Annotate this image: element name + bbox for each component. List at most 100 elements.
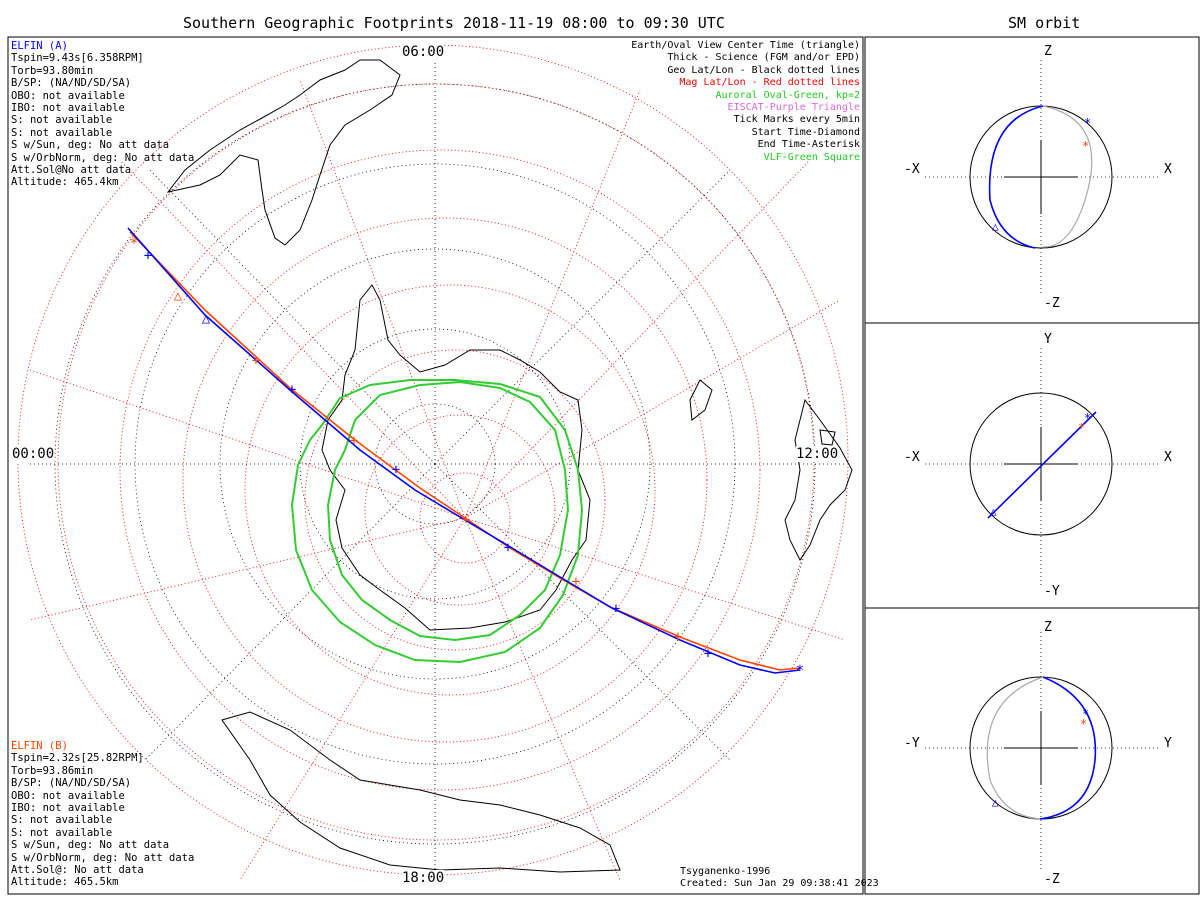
svg-text:+: + bbox=[288, 382, 296, 398]
elfin-a-info: ELFIN (A) Tspin=9.43s[6.358RPM] Torb=93.… bbox=[11, 40, 194, 189]
orbit-panel-xz: * * △ bbox=[925, 60, 1160, 295]
legend-item: Mag Lat/Lon - Red dotted lines bbox=[679, 77, 860, 89]
svg-text:△: △ bbox=[992, 796, 999, 809]
svg-text:△: △ bbox=[202, 311, 211, 327]
svg-text:+: + bbox=[704, 646, 712, 662]
orbit-panel-xy: * * △ bbox=[925, 348, 1160, 585]
elfin-a-track bbox=[127, 227, 801, 674]
svg-text:+: + bbox=[612, 601, 620, 617]
side-title: SM orbit bbox=[1008, 14, 1081, 32]
svg-text:*: * bbox=[130, 236, 138, 252]
svg-text:△: △ bbox=[174, 288, 183, 304]
orbit-axis-label: -X bbox=[904, 162, 920, 177]
geo-grid bbox=[30, 55, 845, 870]
elfin-a-line: OBO: not available bbox=[11, 89, 125, 102]
legend-item: Geo Lat/Lon - Black dotted lines bbox=[667, 64, 860, 76]
elfin-b-line: S w/Sun, deg: No att data bbox=[11, 839, 170, 852]
elfin-b-line: IBO: not available bbox=[11, 802, 125, 815]
footprint-map: + + + + + + + + + + + * * △ △ bbox=[7, 36, 864, 895]
new-zealand-coast bbox=[689, 379, 713, 421]
svg-text:*: * bbox=[1082, 707, 1089, 721]
legend: Earth/Oval View Center Time (triangle) T… bbox=[631, 40, 860, 164]
orbit-frame bbox=[864, 36, 1200, 895]
svg-text:+: + bbox=[392, 462, 400, 478]
svg-text:*: * bbox=[1082, 139, 1089, 153]
map-frame bbox=[7, 36, 864, 895]
legend-item: Auroral Oval-Green, kp=2 bbox=[715, 89, 861, 101]
track-markers: + + + + + + + + + + + * * △ △ bbox=[130, 236, 804, 679]
svg-text:+: + bbox=[144, 248, 152, 264]
svg-text:+: + bbox=[504, 540, 512, 556]
footer-model: Tsyganenko-1996 bbox=[680, 866, 771, 877]
orbit-axis-label: Y bbox=[1164, 736, 1172, 751]
footer-created: Created: Sun Jan 29 09:38:41 2023 bbox=[680, 878, 879, 889]
elfin-a-line: S: not available bbox=[11, 114, 113, 127]
orbit-axis-label: -X bbox=[904, 450, 920, 465]
oval-inner bbox=[326, 380, 570, 642]
svg-text:*: * bbox=[1084, 116, 1091, 130]
south-america-coast bbox=[166, 59, 401, 246]
legend-item: EISCAT-Purple Triangle bbox=[727, 102, 860, 114]
time-label-bottom: 18:00 bbox=[402, 870, 445, 886]
mag-grid bbox=[17, 44, 849, 881]
elfin-b-line: Torb=93.86min bbox=[11, 764, 94, 777]
antarctica-coast bbox=[321, 284, 591, 631]
coastlines bbox=[166, 59, 853, 873]
time-label-top: 06:00 bbox=[402, 44, 445, 60]
elfin-a-line: S w/OrbNorm, deg: No att data bbox=[11, 151, 195, 164]
orbit-axis-label: -Y bbox=[904, 736, 920, 751]
svg-text:*: * bbox=[1084, 411, 1091, 425]
elfin-a-name: ELFIN (A) bbox=[11, 40, 68, 52]
elfin-a-line: Altitude: 465.4km bbox=[11, 176, 119, 189]
legend-item: Thick - Science (FGM and/or EPD) bbox=[667, 52, 860, 64]
orbit-axis-label: Z bbox=[1044, 620, 1052, 635]
elfin-a-line: Att.Sol@No att data bbox=[11, 164, 132, 177]
elfin-b-line: Att.Sol@: No att data bbox=[11, 864, 144, 877]
time-label-left: 00:00 bbox=[12, 446, 55, 462]
elfin-a-line: S w/Sun, deg: No att data bbox=[11, 139, 170, 152]
svg-text:△: △ bbox=[990, 505, 997, 518]
orbit-axis-label: X bbox=[1164, 162, 1172, 177]
sm-orbit-panels: * * △ * * △ * * △ bbox=[864, 36, 1200, 895]
orbit-axis-label: -Z bbox=[1044, 296, 1060, 311]
oval-outer bbox=[290, 379, 584, 664]
elfin-b-name: ELFIN (B) bbox=[11, 740, 68, 752]
svg-text:+: + bbox=[572, 574, 580, 590]
elfin-b-line: S: not available bbox=[11, 826, 113, 839]
elfin-a-line: S: not available bbox=[11, 126, 113, 139]
auroral-oval bbox=[290, 379, 584, 664]
australia-coast bbox=[784, 398, 853, 561]
legend-item: VLF-Green Square bbox=[763, 151, 860, 163]
legend-item: Start Time-Diamond bbox=[751, 126, 860, 138]
svg-text:+: + bbox=[252, 353, 260, 369]
elfin-a-line: B/SP: (NA/ND/SD/SA) bbox=[11, 77, 132, 90]
svg-text:*: * bbox=[1080, 717, 1087, 731]
svg-text:*: * bbox=[796, 663, 804, 679]
elfin-b-info: ELFIN (B) Tspin=2.32s[25.82RPM] Torb=93.… bbox=[11, 740, 194, 889]
elfin-b-line: Tspin=2.32s[25.82RPM] bbox=[11, 752, 144, 765]
orbit-axis-label: Z bbox=[1044, 44, 1052, 59]
orbit-axis-label: -Z bbox=[1044, 872, 1060, 887]
africa-coast bbox=[221, 711, 621, 873]
orbit-panel-yz: * * △ bbox=[925, 632, 1160, 870]
orbit-axis-label: X bbox=[1164, 450, 1172, 465]
svg-text:+: + bbox=[350, 433, 358, 449]
legend-item: Earth/Oval View Center Time (triangle) bbox=[631, 40, 860, 51]
footer: Tsyganenko-1996 Created: Sun Jan 29 09:3… bbox=[680, 866, 879, 890]
elfin-b-line: B/SP: (NA/ND/SD/SA) bbox=[11, 777, 132, 790]
svg-text:△: △ bbox=[992, 220, 999, 233]
elfin-b-line: Altitude: 465.5km bbox=[11, 876, 119, 889]
elfin-b-line: S w/OrbNorm, deg: No att data bbox=[11, 851, 195, 864]
main-title: Southern Geographic Footprints 2018-11-1… bbox=[183, 14, 725, 32]
tasmania-coast bbox=[819, 429, 836, 446]
legend-item: End Time-Asterisk bbox=[757, 139, 860, 151]
svg-text:*: * bbox=[1078, 421, 1085, 435]
elfin-b-line: OBO: not available bbox=[11, 789, 125, 802]
elfin-b-track bbox=[129, 231, 801, 671]
elfin-b-line: S: not available bbox=[11, 814, 113, 827]
orbit-axis-label: Y bbox=[1044, 332, 1052, 347]
legend-item: Tick Marks every 5min bbox=[733, 114, 860, 126]
svg-text:+: + bbox=[674, 629, 682, 645]
elfin-a-line: Torb=93.80min bbox=[11, 64, 94, 77]
time-label-right: 12:00 bbox=[796, 446, 839, 462]
